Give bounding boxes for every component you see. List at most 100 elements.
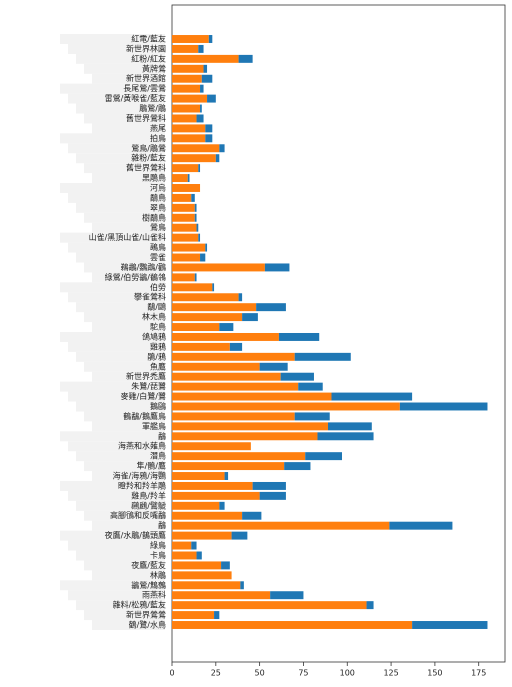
bar-segment — [172, 352, 295, 361]
bar-segment — [172, 481, 253, 490]
label-bg — [68, 242, 165, 253]
bar-segment — [205, 243, 208, 252]
bar-segment — [172, 402, 400, 411]
bar-segment — [200, 84, 204, 93]
bar-segment — [172, 521, 390, 530]
label-bg — [60, 182, 165, 193]
bar-segment — [172, 273, 195, 282]
bar-segment — [172, 64, 204, 73]
bar-segment — [191, 193, 195, 202]
bar-segment — [172, 104, 201, 113]
bar-segment — [172, 372, 281, 381]
label-bg — [84, 163, 165, 174]
label-bg — [60, 34, 165, 44]
bar-segment — [240, 581, 244, 590]
label-bg — [60, 232, 165, 243]
y-tick-label: 伯勞 — [150, 282, 166, 292]
bar-segment — [305, 452, 343, 461]
label-bg — [60, 580, 165, 591]
bar-segment — [259, 491, 286, 500]
label-bg — [68, 93, 165, 104]
bar-segment — [215, 154, 220, 163]
y-tick-label: 高腳鴴和反嘴鷸 — [110, 510, 166, 520]
y-tick-label: 鷸鳥 — [150, 192, 166, 202]
bar-segment — [238, 54, 253, 63]
bar-segment — [278, 332, 320, 341]
bar-segment — [205, 124, 213, 133]
y-tick-label: 雞鳥/羚羊 — [131, 490, 166, 500]
bar-segment — [219, 323, 234, 332]
bar-segment — [172, 581, 241, 590]
y-tick-label: 河烏 — [150, 182, 166, 192]
y-tick-label: 軍艦鳥 — [142, 421, 166, 431]
label-bg — [92, 421, 165, 432]
y-tick-label: 鸊鷉/鷿鷈 — [131, 500, 166, 510]
label-bg — [60, 431, 165, 442]
bar-segment — [172, 74, 202, 83]
y-tick-label: 魚鷹 — [150, 361, 166, 371]
bar-segment — [172, 213, 195, 222]
bar-segment — [196, 223, 199, 232]
bar-segment — [172, 35, 209, 43]
bar-segment — [172, 362, 260, 371]
bar-segment — [412, 621, 488, 629]
y-tick-label: 雞鴉 — [150, 341, 166, 351]
y-tick-label: 山雀/黑頂山雀/山雀科 — [89, 232, 166, 242]
bar-segment — [172, 511, 243, 520]
bar-segment — [172, 303, 257, 312]
bar-segment — [219, 501, 225, 510]
bar-segment — [172, 442, 251, 451]
bar-segment — [172, 283, 213, 292]
label-bg — [76, 103, 165, 114]
label-bg — [84, 113, 165, 124]
bar-segment — [196, 114, 204, 123]
bar-segment — [172, 462, 285, 471]
y-tick-label: 麥雞/白鷺/鷺 — [121, 391, 166, 401]
y-tick-label: 鴿鳩鴉 — [142, 331, 166, 341]
bar-segment — [208, 35, 213, 43]
bar-segment — [221, 561, 230, 570]
y-tick-label: 綠鶯/伯勞鶲/鶺鴒 — [105, 272, 166, 282]
y-tick-label: 鶯鳥 — [150, 222, 166, 232]
bar-segment — [172, 313, 243, 322]
label-bg — [84, 63, 165, 74]
bar-segment — [284, 462, 311, 471]
bar-segment — [331, 392, 413, 401]
y-tick-label: 新世界鶯鶯 — [126, 610, 166, 620]
y-tick-label: 卡鳥 — [150, 550, 166, 560]
bar-segment — [172, 233, 199, 242]
label-bg — [92, 322, 165, 333]
bar-segment — [196, 551, 202, 560]
y-tick-label: 雨燕科 — [142, 590, 166, 600]
bar-segment — [172, 114, 197, 123]
x-tick-label: 75 — [298, 669, 308, 678]
bar-segment — [172, 223, 197, 232]
x-tick-label: 125 — [383, 669, 398, 678]
x-tick-label: 50 — [255, 669, 265, 678]
label-bg — [60, 282, 165, 293]
label-bg — [68, 590, 165, 601]
y-tick-label: 舊世界鶯科 — [126, 113, 166, 123]
bar-segment — [200, 253, 206, 262]
bar-segment — [294, 412, 330, 421]
x-tick-label: 175 — [471, 669, 486, 678]
label-bg — [92, 222, 165, 233]
y-tick-label: 雜料/松鴉/藍友 — [113, 600, 166, 610]
label-bg — [68, 192, 165, 203]
x-tick-label: 150 — [427, 669, 442, 678]
label-bg — [60, 480, 165, 491]
label-bg — [92, 73, 165, 84]
bar-segment — [256, 303, 286, 312]
bar-segment — [172, 164, 199, 173]
bar-segment — [229, 342, 243, 351]
y-tick-label: 隼/鶻/鷹 — [137, 461, 166, 471]
bar-segment — [212, 283, 215, 292]
bar-segment — [194, 273, 197, 282]
bar-segment — [259, 362, 288, 371]
label-bg — [68, 43, 165, 54]
x-tick-label: 25 — [211, 669, 221, 678]
bar-segment — [172, 561, 222, 570]
label-bg — [68, 292, 165, 303]
bar-segment — [172, 382, 299, 391]
label-bg — [76, 202, 165, 213]
